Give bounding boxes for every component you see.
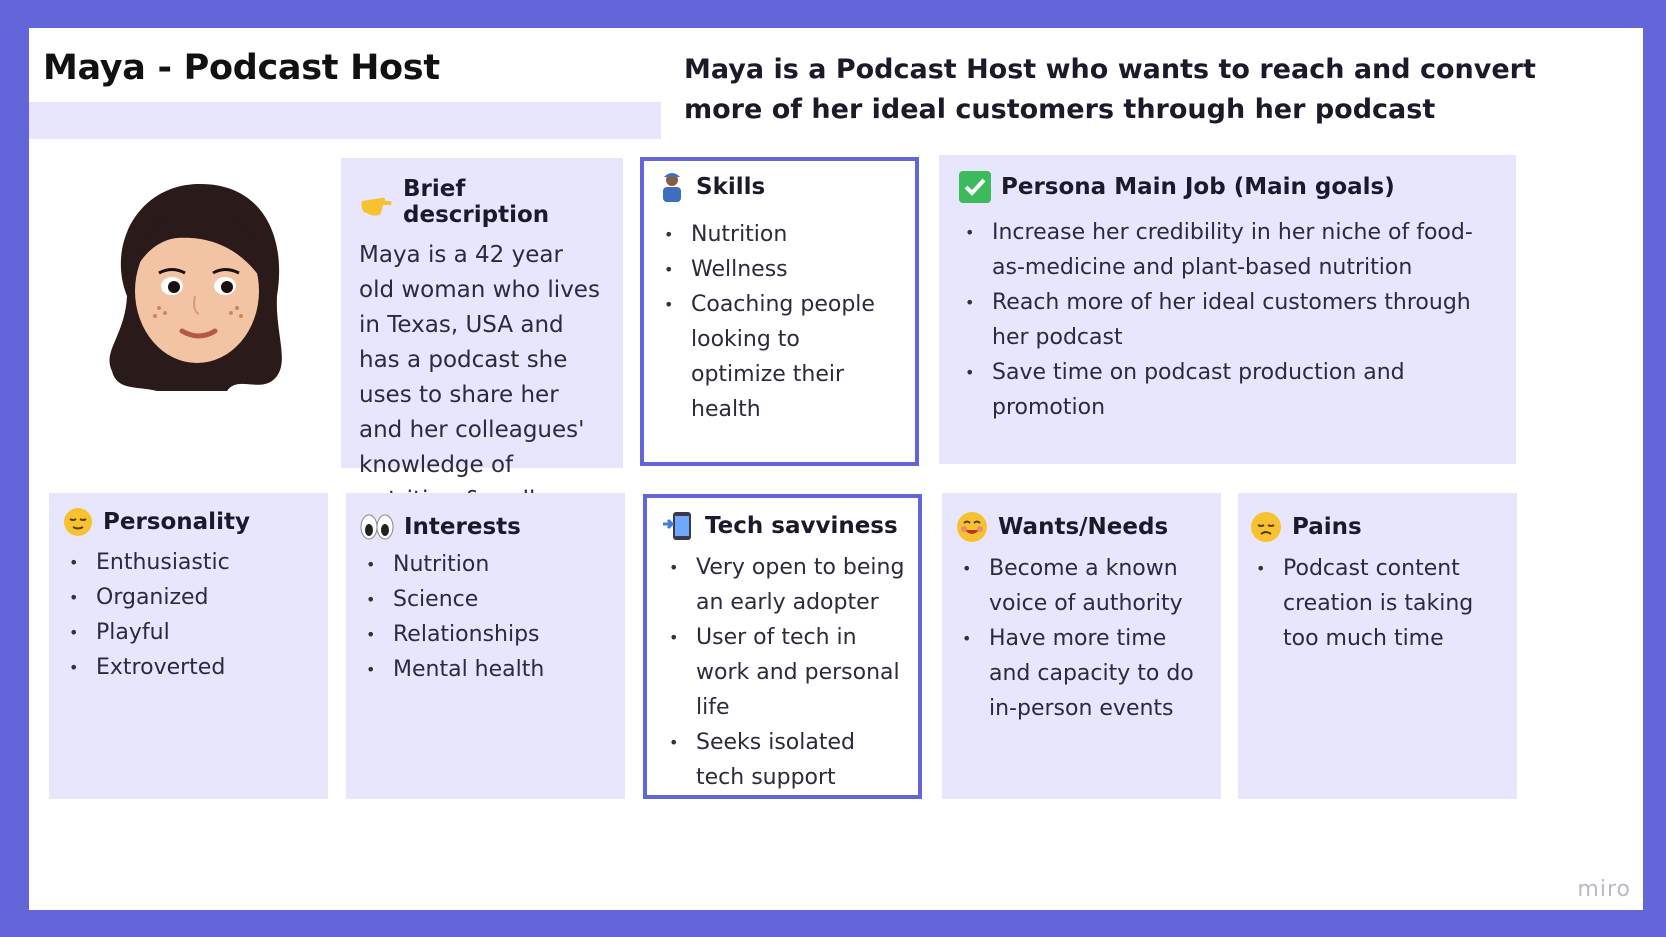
pains-header: Pains [1250,511,1503,543]
interests-card: Interests Nutrition Science Relationship… [346,493,625,799]
pains-card: Pains Podcast content creation is taking… [1238,493,1517,799]
pains-list: Podcast content creation is taking too m… [1250,551,1503,656]
persona-board: Maya - Podcast Host Maya is a Podcast Ho… [29,28,1643,910]
skills-list: Nutrition Wellness Coaching people looki… [658,217,901,427]
tech-savviness-card: Tech savviness Very open to being an ear… [643,494,922,799]
wants-needs-card: Wants/Needs Become a known voice of auth… [942,493,1221,799]
list-item: Have more time and capacity to do in-per… [956,621,1207,726]
tech-savviness-title: Tech savviness [705,513,898,539]
skills-card: Skills Nutrition Wellness Coaching peopl… [640,157,919,466]
wants-needs-list: Become a known voice of authority Have m… [956,551,1207,726]
list-item: Coaching people looking to optimize thei… [658,287,901,427]
farmer-woman-icon [658,171,686,203]
main-goals-title: Persona Main Job (Main goals) [1001,174,1395,200]
pointing-hand-icon [359,185,393,219]
list-item: Reach more of her ideal customers throug… [959,285,1494,355]
wants-needs-header: Wants/Needs [956,511,1207,543]
relieved-face-icon [63,507,93,537]
list-item: Nutrition [360,547,611,582]
personality-list: Enthusiastic Organized Playful Extrovert… [63,545,314,685]
check-mark-icon [959,171,991,203]
tech-savviness-list: Very open to being an early adopter User… [663,550,906,795]
list-item: Science [360,582,611,617]
wants-needs-title: Wants/Needs [998,514,1168,540]
list-item: Increase her credibility in her niche of… [959,215,1494,285]
brief-description-header: Brief description [359,176,605,228]
list-item: Save time on podcast production and prom… [959,355,1494,425]
list-item: Playful [63,615,314,650]
page-title: Maya - Podcast Host [43,48,440,88]
brief-description-title: Brief description [403,176,605,228]
list-item: Wellness [658,252,901,287]
smiling-face-icon [956,511,988,543]
brief-description-text: Maya is a 42 year old woman who lives in… [359,238,605,518]
disappointed-face-icon [1250,511,1282,543]
main-goals-list: Increase her credibility in her niche of… [959,215,1494,425]
pains-title: Pains [1292,514,1362,540]
eyes-icon [360,513,394,541]
main-goals-card: Persona Main Job (Main goals) Increase h… [939,155,1516,464]
mobile-arrow-icon [663,510,695,542]
list-item: Nutrition [658,217,901,252]
personality-title: Personality [103,509,250,535]
interests-title: Interests [404,514,521,540]
skills-title: Skills [696,174,765,200]
tech-savviness-header: Tech savviness [663,510,906,542]
list-item: Podcast content creation is taking too m… [1250,551,1503,656]
list-item: Relationships [360,617,611,652]
avatar [97,176,293,402]
list-item: Mental health [360,652,611,687]
list-item: Organized [63,580,314,615]
list-item: User of tech in work and personal life [663,620,906,725]
personality-header: Personality [63,507,314,537]
list-item: Become a known voice of authority [956,551,1207,621]
main-goals-header: Persona Main Job (Main goals) [959,171,1494,203]
list-item: Very open to being an early adopter [663,550,906,620]
list-item: Extroverted [63,650,314,685]
list-item: Enthusiastic [63,545,314,580]
memoji-avatar-icon [97,176,293,402]
persona-headline: Maya is a Podcast Host who wants to reac… [684,50,1604,130]
personality-card: Personality Enthusiastic Organized Playf… [49,493,328,799]
list-item: Seeks isolated tech support [663,725,906,795]
interests-header: Interests [360,513,611,541]
brief-description-card: Brief description Maya is a 42 year old … [341,158,623,468]
miro-logo: miro [1577,877,1631,902]
title-underline-band [29,102,661,139]
interests-list: Nutrition Science Relationships Mental h… [360,547,611,687]
skills-header: Skills [658,171,901,203]
